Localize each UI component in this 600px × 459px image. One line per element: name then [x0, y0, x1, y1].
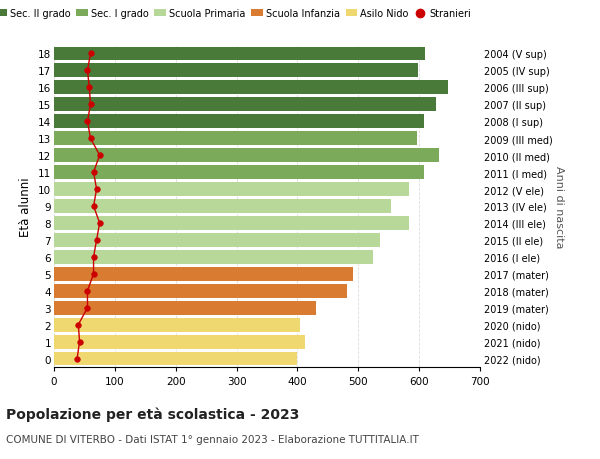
Bar [54, 284, 347, 298]
Bar [54, 318, 300, 332]
Y-axis label: Età alunni: Età alunni [19, 177, 32, 236]
Bar [54, 149, 439, 163]
Text: Popolazione per età scolastica - 2023: Popolazione per età scolastica - 2023 [6, 406, 299, 421]
Bar [54, 183, 409, 196]
Bar [54, 352, 298, 366]
Legend: Sec. II grado, Sec. I grado, Scuola Primaria, Scuola Infanzia, Asilo Nido, Stran: Sec. II grado, Sec. I grado, Scuola Prim… [0, 9, 470, 19]
Bar [54, 267, 353, 281]
Text: COMUNE DI VITERBO - Dati ISTAT 1° gennaio 2023 - Elaborazione TUTTITALIA.IT: COMUNE DI VITERBO - Dati ISTAT 1° gennai… [6, 434, 419, 444]
Bar [54, 98, 436, 112]
Bar [54, 335, 305, 349]
Bar [54, 166, 424, 179]
Bar [54, 64, 418, 78]
Bar [54, 47, 425, 62]
Bar [54, 132, 417, 146]
Bar [54, 301, 316, 315]
Bar [54, 234, 380, 247]
Bar [54, 115, 424, 129]
Bar [54, 250, 373, 264]
Bar [54, 217, 409, 230]
Bar [54, 200, 391, 213]
Y-axis label: Anni di nascita: Anni di nascita [554, 165, 564, 248]
Bar [54, 81, 448, 95]
